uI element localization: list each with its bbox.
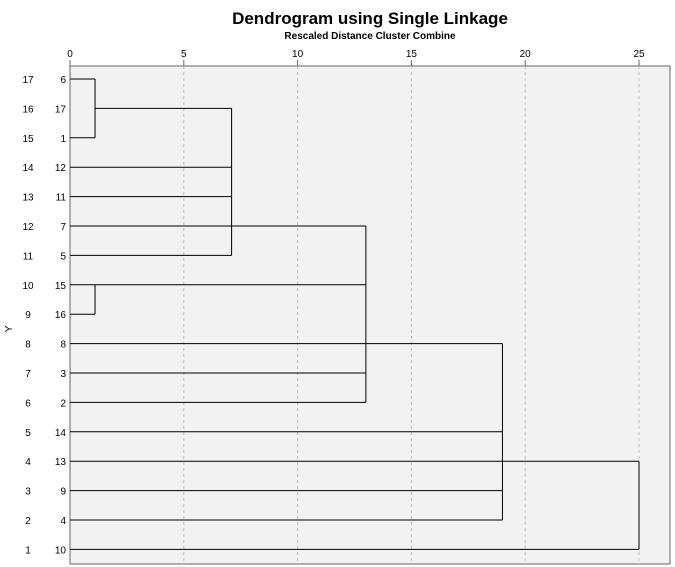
y-tick-label: 8 [25, 340, 31, 351]
chart-title: Dendrogram using Single Linkage [232, 9, 508, 28]
case-label: 3 [60, 369, 66, 380]
y-tick-label: 5 [25, 428, 31, 439]
x-tick-label: 15 [406, 49, 418, 60]
x-tick-label: 5 [181, 49, 187, 60]
case-label: 9 [60, 487, 66, 498]
plot-area [69, 65, 671, 565]
case-label: 14 [55, 428, 67, 439]
case-label: 16 [55, 310, 67, 321]
y-tick-label: 11 [23, 251, 34, 262]
y-tick-label: 7 [25, 369, 31, 380]
dendrogram-tree [70, 78, 640, 550]
chart-subtitle: Rescaled Distance Cluster Combine [284, 31, 456, 42]
y-tick-label: 13 [22, 193, 34, 204]
case-label: 11 [56, 193, 67, 204]
case-label: 5 [60, 251, 66, 262]
case-label: 15 [55, 281, 67, 292]
y-tick-label: 10 [22, 281, 34, 292]
y-tick-label: 6 [25, 398, 31, 409]
case-label: 8 [60, 340, 66, 351]
y-tick-label: 15 [22, 134, 34, 145]
case-label: 17 [55, 104, 67, 115]
x-tick-label: 20 [520, 49, 532, 60]
x-axis-ticks: 0 5 10 15 20 25 [67, 49, 645, 66]
x-tick-label: 25 [633, 49, 645, 60]
y-tick-label: 3 [25, 487, 31, 498]
case-labels: 6 17 1 12 11 7 5 15 16 8 3 2 14 13 9 4 10 [55, 75, 67, 556]
case-label: 7 [60, 222, 66, 233]
y-tick-label: 12 [22, 222, 34, 233]
case-label: 4 [60, 516, 66, 527]
y-axis-title: Y [4, 325, 15, 332]
case-label: 12 [55, 163, 67, 174]
x-tick-label: 0 [67, 49, 73, 60]
y-tick-label: 9 [25, 310, 31, 321]
case-label: 13 [55, 457, 67, 468]
case-label: 1 [60, 134, 66, 145]
case-label: 2 [60, 398, 66, 409]
y-tick-label: 14 [22, 163, 34, 174]
x-tick-label: 10 [292, 49, 304, 60]
y-tick-label: 16 [22, 104, 34, 115]
y-tick-label: 4 [25, 457, 31, 468]
y-axis-labels: 17 16 15 14 13 12 11 10 9 8 7 6 5 4 3 2 1 [22, 75, 34, 556]
case-label: 10 [55, 545, 67, 556]
y-tick-label: 2 [25, 516, 31, 527]
y-tick-label: 17 [22, 75, 34, 86]
y-tick-label: 1 [25, 545, 31, 556]
case-label: 6 [60, 75, 66, 86]
